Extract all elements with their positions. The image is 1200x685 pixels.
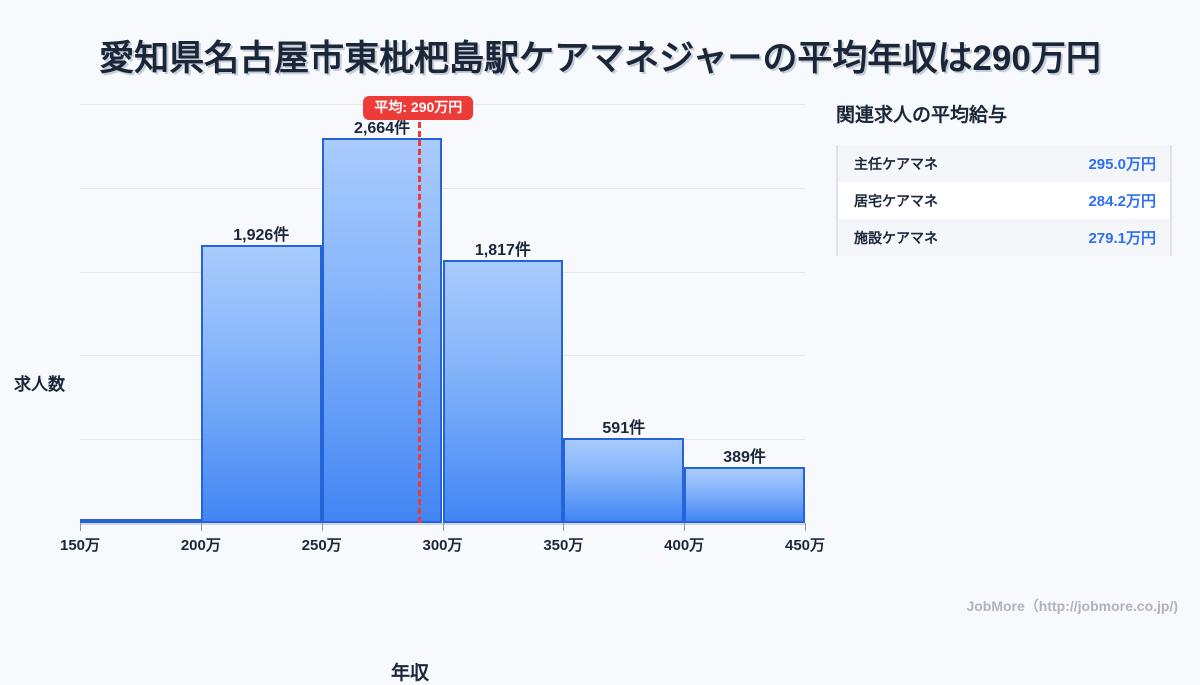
x-axis-tick-label: 200万: [180, 537, 221, 554]
histogram-bar[interactable]: [200, 244, 322, 523]
bar-value-label: 2,664件: [354, 120, 411, 138]
bar-value-label: 591件: [602, 419, 646, 437]
footer-watermark: JobMore（http://jobmore.co.jp/): [966, 598, 1178, 614]
related-salary-panel: 関連求人の平均給与 主任ケアマネ 295.0万円居宅ケアマネ 284.2万円施設ケア…: [836, 100, 1172, 256]
histogram-bar[interactable]: [563, 437, 685, 523]
x-axis-tick: [200, 523, 202, 531]
salary-row-label: 主任ケアマネ: [854, 155, 938, 172]
salary-row-value: 279.1万円: [1088, 230, 1156, 247]
salary-row[interactable]: 主任ケアマネ 295.0万円: [838, 145, 1170, 182]
plot-area: 1,926件 2,664件 1,817件 591件 389件 150万 200万 250万 30…: [60, 96, 825, 554]
bar-value-label: 1,817件: [474, 242, 531, 260]
x-axis-tick-label: 150万: [59, 537, 101, 554]
side-panel-title: 関連求人の平均給与: [836, 105, 1008, 126]
x-axis-tick: [563, 523, 565, 531]
x-axis-tick-label: 450万: [784, 537, 826, 554]
salary-row-value: 295.0万円: [1088, 156, 1156, 173]
x-axis-tick: [805, 523, 806, 531]
x-axis-tick: [684, 523, 686, 531]
page-title: 愛知県名古屋市東枇杷島駅ケアマネジャーの平均年収は290万円: [99, 39, 1101, 78]
x-axis-tick: [321, 523, 323, 531]
x-axis-tick-label: 400万: [664, 537, 705, 554]
histogram-bar[interactable]: [80, 518, 201, 523]
gridline: [80, 187, 805, 189]
x-axis-tick-label: 250万: [301, 537, 342, 554]
histogram-bar[interactable]: [442, 260, 564, 523]
average-line: [418, 122, 422, 523]
bar-value-label: 1,926件: [233, 226, 290, 244]
salary-row-label: 居宅ケアマネ: [854, 192, 938, 209]
x-axis-title: 年収: [390, 663, 429, 684]
salary-row-label: 施設ケアマネ: [854, 229, 938, 246]
x-axis-tick: [442, 523, 444, 531]
y-axis-title: 求人数: [14, 375, 65, 394]
bar-value-label: 389件: [723, 448, 766, 466]
salary-row[interactable]: 居宅ケアマネ 284.2万円: [838, 182, 1170, 219]
x-axis-tick-label: 300万: [422, 537, 463, 554]
average-badge: 平均: 290万円: [363, 96, 474, 121]
salary-row-value: 284.2万円: [1088, 193, 1156, 210]
salary-row[interactable]: 施設ケアマネ 279.1万円: [838, 219, 1170, 256]
x-axis-tick: [80, 523, 81, 531]
histogram-chart: 求人数 1,926件 2,664件 1,817件 591件 389件 150万 200万 25…: [0, 92, 825, 684]
histogram-bar[interactable]: [321, 138, 443, 523]
x-axis-tick-label: 350万: [543, 537, 584, 554]
histogram-bar[interactable]: [684, 466, 805, 523]
salary-table: 主任ケアマネ 295.0万円居宅ケアマネ 284.2万円施設ケアマネ 279.1万円: [836, 145, 1172, 256]
